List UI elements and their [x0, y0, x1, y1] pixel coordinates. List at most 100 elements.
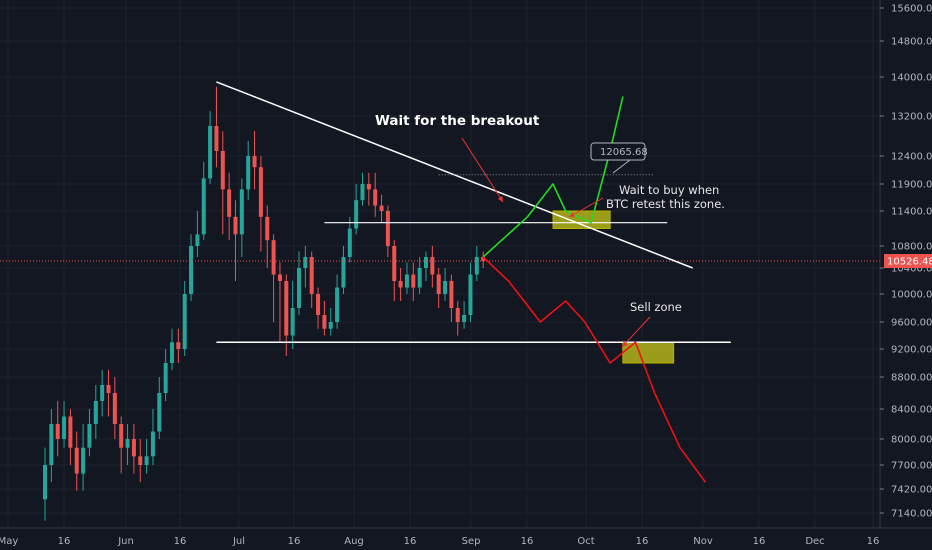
- price-tick-label: 11900.00: [891, 180, 932, 191]
- time-tick-label: 16: [521, 536, 534, 547]
- candle: [227, 172, 232, 241]
- buy-zone-box[interactable]: [552, 210, 611, 229]
- candle: [163, 349, 168, 401]
- candle: [392, 240, 397, 301]
- candle: [138, 439, 143, 483]
- candle: [297, 251, 301, 315]
- price-tick-label: 7700.00: [891, 461, 932, 472]
- candle: [182, 281, 187, 356]
- price-tick-label: 15600.00: [891, 4, 932, 15]
- candle: [436, 268, 441, 308]
- candle: [328, 308, 333, 336]
- candle: [474, 246, 479, 281]
- candle: [277, 262, 282, 343]
- candle: [55, 401, 60, 457]
- candle: [49, 409, 54, 483]
- time-tick-label: 16: [753, 536, 766, 547]
- title-arrow: [461, 137, 504, 203]
- candle: [62, 401, 67, 448]
- price-tick-label: 9200.00: [891, 345, 932, 356]
- time-axis[interactable]: May 16 Jun 16 Jul 16 Aug 16 Sep 16 Oct 16 Nov 16 Dec 16: [0, 527, 932, 547]
- sell-zone-box[interactable]: [622, 341, 675, 364]
- candle: [43, 447, 47, 521]
- candle: [449, 274, 454, 322]
- time-tick-label: 16: [288, 536, 301, 547]
- svg-text:10526.48: 10526.48: [887, 257, 932, 268]
- candle: [309, 251, 314, 308]
- price-tick-label: 8400.00: [891, 405, 932, 416]
- candle: [322, 301, 327, 336]
- candle: [430, 246, 435, 288]
- candle: [176, 328, 181, 363]
- candle: [150, 409, 155, 465]
- candle: [316, 287, 321, 329]
- candle: [208, 111, 213, 184]
- time-tick-label: Nov: [693, 536, 713, 547]
- candle: [189, 234, 194, 301]
- price-tick-label: 7420.00: [891, 485, 932, 496]
- current-price-badge: 10526.48: [884, 254, 932, 269]
- candle: [93, 385, 98, 439]
- price-tick-label: 10000.00: [891, 290, 932, 301]
- time-tick-label: 16: [867, 536, 880, 547]
- candle: [119, 416, 124, 474]
- candle: [341, 246, 346, 294]
- candle: [468, 262, 473, 322]
- time-tick-label: Oct: [577, 536, 594, 547]
- candle: [271, 234, 276, 322]
- candle: [379, 194, 384, 223]
- candle: [74, 431, 79, 491]
- level-label-box[interactable]: 12065.68: [590, 142, 648, 174]
- candle: [170, 328, 174, 370]
- bearish-projection: [482, 256, 707, 483]
- candle: [455, 301, 460, 336]
- candle: [404, 262, 409, 294]
- candle: [424, 251, 428, 281]
- candle: [68, 409, 73, 465]
- time-tick-label: Sep: [462, 536, 481, 547]
- candle: [106, 370, 111, 417]
- price-tick-label: 8000.00: [891, 435, 932, 446]
- price-tick-label: 11400.00: [891, 207, 932, 218]
- price-tick-label: 14000.00: [891, 73, 932, 84]
- candle: [233, 200, 238, 281]
- time-tick-label: Aug: [344, 536, 364, 547]
- candle: [258, 156, 263, 252]
- sell-arrow: [621, 316, 651, 348]
- buy-annotation-line-2: BTC retest this zone.: [606, 197, 725, 211]
- candle: [290, 281, 295, 349]
- sell-zone-annotation: Sell zone: [630, 300, 682, 314]
- candle: [373, 172, 378, 217]
- candle: [81, 424, 86, 491]
- time-tick-label: Dec: [805, 536, 824, 547]
- candle: [265, 205, 270, 268]
- candle: [417, 257, 422, 294]
- price-axis[interactable]: 15600.00 14800.00 14000.00 13200.00 12400.00…: [879, 0, 932, 528]
- candle: [347, 216, 352, 263]
- price-tick-label: 10800.00: [891, 242, 932, 253]
- level-label-text: 12065.68: [600, 147, 648, 158]
- gridlines: [0, 0, 880, 528]
- time-tick-label: 16: [404, 536, 417, 547]
- time-tick-label: Jul: [232, 536, 245, 547]
- chart-title: Wait for the breakout: [375, 113, 540, 129]
- candle: [125, 424, 130, 465]
- time-tick-label: Jun: [117, 536, 134, 547]
- candle: [195, 211, 200, 257]
- candle: [100, 370, 105, 417]
- candle: [214, 86, 219, 168]
- candle: [220, 131, 225, 235]
- drawing-overlays: 12065.68: [0, 81, 880, 483]
- time-tick-label: 16: [636, 536, 649, 547]
- candle: [303, 246, 308, 288]
- candle: [157, 377, 162, 439]
- time-tick-label: 16: [174, 536, 187, 547]
- candle: [87, 409, 92, 457]
- price-tick-label: 7140.00: [891, 509, 932, 520]
- candle: [398, 268, 403, 301]
- candle: [360, 172, 365, 206]
- candle: [354, 184, 359, 235]
- price-tick-label: 14800.00: [891, 37, 932, 48]
- price-tick-label: 8800.00: [891, 373, 932, 384]
